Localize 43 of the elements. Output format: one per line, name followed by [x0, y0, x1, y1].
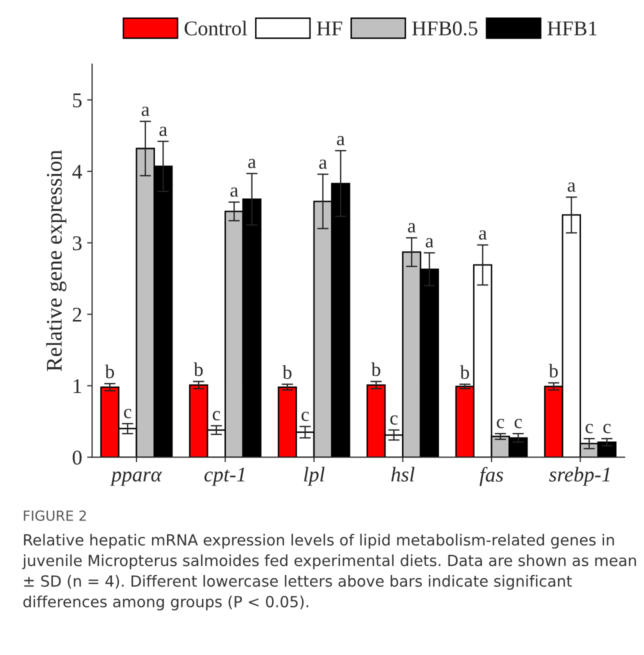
x-tick-label: cpt-1 — [204, 468, 244, 486]
annotation: b — [548, 364, 558, 378]
annotation: a — [319, 160, 327, 169]
annotation: a — [337, 136, 345, 146]
annotation: c — [390, 415, 398, 425]
x-tick-label: lpl — [304, 466, 325, 486]
annotation: a — [248, 158, 256, 168]
annotation: c — [603, 424, 611, 434]
y-tick-label: 2 — [72, 308, 82, 322]
annotation: b — [371, 362, 380, 376]
annotation: c — [514, 418, 522, 428]
text: Relative hepatic mRNA expression levels of lipid metabolism-related genes in juvenile Micropterus salmoides fed experimental diets. Data are shown as mean ± SD (n = 4). Different lowercase letters above bars indicate significant differences among groups (P < 0.05). — [22, 534, 636, 610]
y-axis-title: Relative gene expression — [46, 150, 66, 372]
y-tick-label: 0 — [72, 450, 82, 465]
x-tick-label: srebp-1 — [549, 466, 610, 486]
annotation: b — [460, 365, 470, 379]
annotation: c — [586, 424, 593, 434]
x-tick-label: pparα — [110, 472, 162, 486]
annotation: a — [159, 126, 168, 136]
annotation: c — [496, 418, 504, 428]
annotation: a — [568, 182, 576, 192]
annotation: c — [124, 408, 132, 418]
annotation: a — [142, 106, 150, 116]
y-tick-label: 1 — [74, 379, 82, 393]
annotation: b — [282, 365, 292, 379]
legend-label: Control — [184, 20, 248, 36]
annotation: b — [194, 362, 203, 376]
annotation: a — [479, 230, 487, 240]
caption: FIGURE 2 — [24, 510, 86, 521]
legend-label: HF — [316, 22, 342, 36]
x-tick-label: hsl — [391, 466, 414, 482]
annotation: b — [104, 364, 114, 378]
annotation: a — [230, 187, 238, 197]
x-tick-label: fas — [480, 466, 504, 486]
y-tick-label: 4 — [72, 164, 82, 179]
legend-label: HFB0.5 — [412, 21, 478, 36]
y-tick-label: 3 — [72, 236, 82, 250]
annotation: c — [212, 411, 220, 420]
legend-label: HFB1 — [548, 21, 597, 36]
annotation: c — [302, 412, 309, 422]
annotation: a — [426, 238, 434, 248]
annotation: a — [408, 223, 416, 232]
y-tick-label: 5 — [73, 94, 82, 108]
